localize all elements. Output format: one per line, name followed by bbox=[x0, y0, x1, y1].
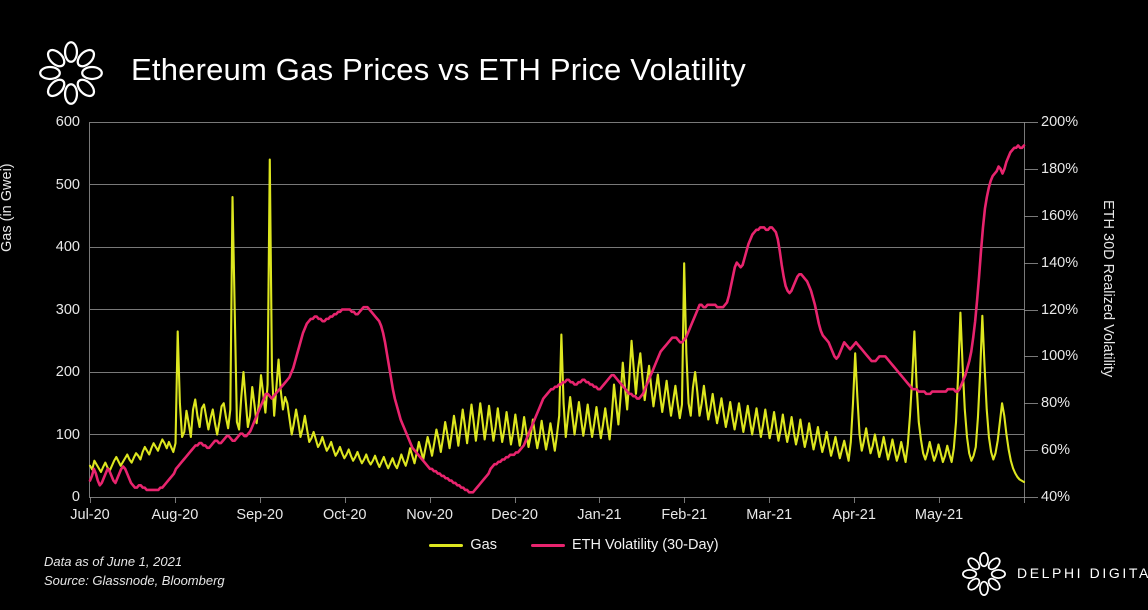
x-tick-mark bbox=[345, 497, 346, 503]
x-tick-label-aug-20: Aug-20 bbox=[151, 507, 199, 523]
x-tick-mark bbox=[260, 497, 261, 503]
y-axis-left-title: Gas (in Gwei) bbox=[0, 163, 15, 252]
y-axis-right-line bbox=[1024, 122, 1025, 497]
gridline-stub-right bbox=[1024, 450, 1038, 451]
gridline-stub-right bbox=[1024, 263, 1038, 264]
delphi-ring-icon bbox=[36, 38, 106, 108]
x-tick-label-apr-21: Apr-21 bbox=[832, 507, 876, 523]
brand-name: DELPHI DIGITAL bbox=[1017, 565, 1148, 581]
y-tick-right-180: 180% bbox=[1041, 160, 1079, 177]
legend-swatch-volatility bbox=[530, 543, 565, 547]
gridline-stub-right bbox=[1024, 403, 1038, 404]
gridline-500 bbox=[90, 184, 1024, 185]
gridline-stub-right bbox=[1024, 356, 1038, 357]
legend-label-volatility: ETH Volatility (30-Day) bbox=[571, 537, 719, 553]
x-tick-mark bbox=[90, 497, 91, 503]
gridline-stub-right bbox=[1024, 497, 1038, 498]
gridline-stub-right bbox=[1024, 122, 1038, 123]
x-tick-mark bbox=[1024, 497, 1025, 503]
page-title: Ethereum Gas Prices vs ETH Price Volatil… bbox=[131, 52, 747, 87]
x-tick-label-feb-21: Feb-21 bbox=[661, 507, 708, 523]
gridline-600 bbox=[90, 122, 1024, 123]
x-tick-mark bbox=[854, 497, 855, 503]
volatility-line bbox=[88, 144, 1026, 494]
x-tick-mark bbox=[430, 497, 431, 503]
x-tick-label-jul-20: Jul-20 bbox=[70, 507, 110, 523]
y-tick-right-60: 60% bbox=[1041, 442, 1071, 459]
data-as-of-text: Data as of June 1, 2021 bbox=[44, 554, 183, 569]
x-tick-mark bbox=[684, 497, 685, 503]
x-tick-mark bbox=[599, 497, 600, 503]
x-tick-label-dec-20: Dec-20 bbox=[491, 507, 538, 523]
x-tick-label-may-21: May-21 bbox=[914, 507, 964, 523]
x-tick-mark bbox=[175, 497, 176, 503]
x-tick-label-mar-21: Mar-21 bbox=[746, 507, 793, 523]
legend-item-volatility[interactable]: ETH Volatility (30-Day) bbox=[530, 537, 719, 553]
chart-header: Ethereum Gas Prices vs ETH Price Volatil… bbox=[0, 0, 1148, 110]
gridline-stub-right bbox=[1024, 310, 1038, 311]
series-plot bbox=[88, 144, 1026, 494]
gridline-400 bbox=[90, 247, 1024, 248]
gas-line bbox=[88, 158, 1026, 484]
gridline-stub-right bbox=[1024, 216, 1038, 217]
y-tick-left-600: 600 bbox=[55, 114, 80, 130]
brand-block: DELPHI DIGITAL bbox=[960, 548, 1148, 602]
source-text: Source: Glassnode, Bloomberg bbox=[44, 572, 225, 588]
x-tick-mark bbox=[939, 497, 940, 503]
y-tick-right-40: 40% bbox=[1041, 489, 1071, 505]
y-tick-right-120: 120% bbox=[1041, 301, 1079, 318]
legend-item-gas[interactable]: Gas bbox=[429, 538, 497, 553]
y-tick-left-300: 300 bbox=[55, 301, 80, 318]
y-tick-left-100: 100 bbox=[55, 426, 80, 443]
legend-label-gas: Gas bbox=[470, 537, 497, 553]
x-axis-line bbox=[89, 497, 1025, 498]
x-tick-label-oct-20: Oct-20 bbox=[322, 507, 367, 523]
footer-notes: Data as of June 1, 2021 Source: Glassnod… bbox=[44, 553, 225, 591]
gridline-300 bbox=[90, 309, 1024, 310]
plot-area bbox=[88, 122, 1026, 497]
y-axis-right-title: ETH 30D Realized Volatility bbox=[1100, 200, 1116, 378]
x-tick-label-nov-20: Nov-20 bbox=[406, 507, 453, 523]
y-tick-right-200: 200% bbox=[1041, 114, 1079, 130]
x-tick-mark bbox=[515, 497, 516, 503]
gridline-200 bbox=[90, 372, 1024, 373]
y-tick-right-140: 140% bbox=[1041, 254, 1079, 271]
legend-swatch-gas bbox=[429, 543, 464, 547]
y-tick-right-100: 100% bbox=[1041, 348, 1079, 365]
y-axis-left-line bbox=[89, 122, 90, 497]
chart-legend: Gas ETH Volatility (30-Day) bbox=[0, 538, 1148, 553]
gridline-stub-right bbox=[1024, 169, 1038, 170]
x-tick-label-jan-21: Jan-21 bbox=[577, 507, 622, 523]
y-tick-left-500: 500 bbox=[55, 176, 80, 193]
y-tick-left-0: 0 bbox=[71, 489, 80, 505]
y-tick-right-80: 80% bbox=[1041, 395, 1071, 412]
x-tick-mark bbox=[769, 497, 770, 503]
y-tick-left-200: 200 bbox=[55, 364, 80, 380]
x-tick-label-sep-20: Sep-20 bbox=[236, 507, 284, 523]
y-tick-right-160: 160% bbox=[1041, 207, 1079, 224]
y-tick-left-400: 400 bbox=[55, 239, 80, 255]
delphi-ring-icon bbox=[960, 550, 1008, 598]
